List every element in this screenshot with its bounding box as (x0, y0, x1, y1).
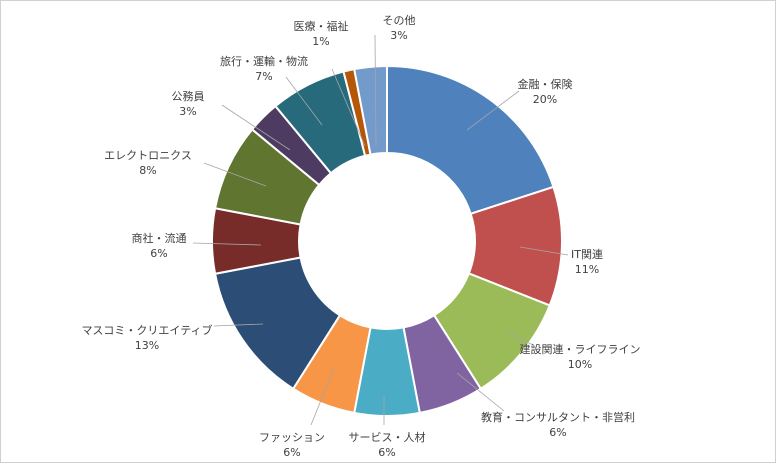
slice-8-percent-label: 6% (150, 247, 167, 260)
slice-6-category-label: ファッション (259, 431, 325, 444)
slice-9-category-label: エレクトロニクス (104, 149, 192, 162)
data-label-group: 金融・保険 20% IT関連 11% 建設関連・ライフライン 10% 教育・コンサルタント・… (81, 14, 640, 459)
slice-9-percent-label: 8% (139, 164, 156, 177)
slice-12-category-label: 医療・福祉 (294, 19, 349, 33)
slice-13-leader-line (374, 34, 377, 147)
slice-10-percent-label: 3% (179, 105, 196, 118)
slice-1-leader-line (466, 90, 520, 131)
slice-7-percent-label: 13% (135, 339, 159, 352)
slice-13-percent-label: 3% (390, 29, 407, 42)
slice-1-wedge (386, 64, 555, 216)
slice-11-leader-line (285, 76, 323, 126)
slice-5-category-label: サービス・人材 (349, 430, 426, 444)
slice-8-category-label: 商社・流通 (132, 231, 187, 245)
slice-3-leader-line (508, 332, 534, 346)
slice-13-wedge (353, 64, 388, 156)
slice-6-percent-label: 6% (283, 446, 300, 459)
slice-4-category-label: 教育・コンサルタント・非営利 (481, 410, 635, 424)
slice-1-percent-label: 20% (533, 93, 557, 106)
slice-10-leader-line (221, 104, 291, 151)
slice-12-percent-label: 1% (312, 35, 329, 48)
slice-10-category-label: 公務員 (172, 89, 205, 103)
slice-3-category-label: 建設関連・ライフライン (520, 342, 641, 356)
slice-13-category-label: その他 (383, 14, 416, 27)
slice-2-category-label: IT関連 (571, 247, 603, 261)
slice-1-category-label: 金融・保険 (518, 77, 573, 91)
slice-8-leader-line (192, 242, 262, 246)
slice-4-percent-label: 6% (549, 426, 566, 439)
slice-7-leader-line (213, 323, 264, 327)
slice-group (211, 64, 563, 417)
slice-12-leader-line (331, 68, 366, 147)
slice-3-percent-label: 10% (568, 358, 592, 371)
leader-line-group (192, 34, 569, 426)
slice-4-leader-line (456, 372, 505, 412)
slice-6-leader-line (310, 367, 335, 426)
slice-5-percent-label: 6% (378, 446, 395, 459)
slice-11-category-label: 旅行・運輸・物流 (220, 54, 308, 68)
slice-9-leader-line (203, 162, 267, 187)
slice-2-percent-label: 11% (575, 263, 599, 276)
slice-11-percent-label: 7% (255, 70, 272, 83)
slice-7-category-label: マスコミ・クリエイティブ (81, 323, 212, 337)
slice-2-leader-line (519, 246, 569, 256)
